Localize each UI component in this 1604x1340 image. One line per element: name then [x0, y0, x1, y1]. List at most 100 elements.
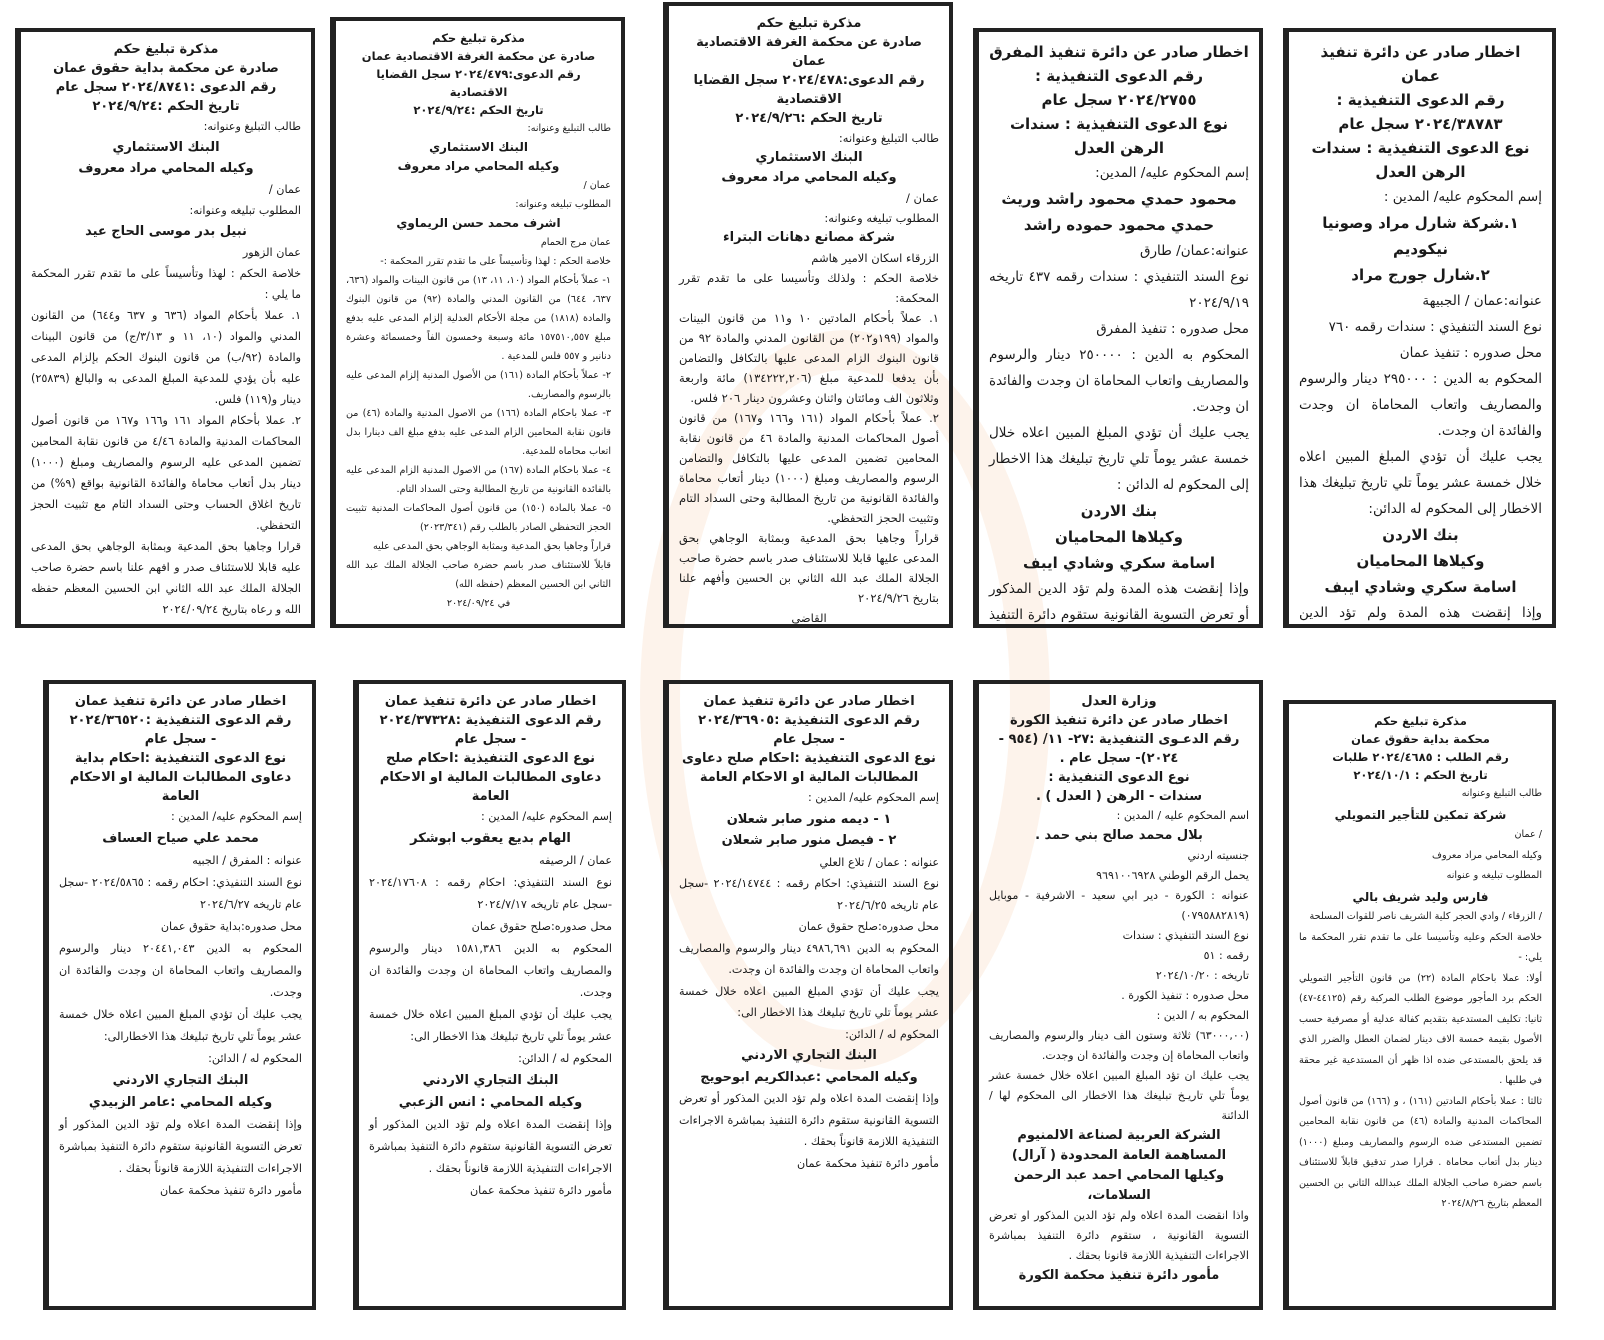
notice-text: طالب التبليغ وعنوانه: — [838, 131, 939, 145]
notice-heading: اخطار صادر عن دائرة تنفيذ عمان — [384, 694, 597, 709]
notice-heading: رقم الدعوى:٢٠٢٤/٤٧٨ سجل القضايا الاقتصاد… — [693, 73, 925, 107]
notice-text: ٢. عملا بأحكام المواد ١٦١ و١٦٦ و١٦٧ من ق… — [31, 414, 302, 532]
notice-text: ١. عملاً بأحكام المادتين ١٠ و١١ من قانون… — [679, 311, 939, 405]
notice-text: جنسيته اردني — [1187, 849, 1249, 862]
legal-notice: مذكرة تبليغ حكم محكمة بداية حقوق عمان رقم … — [1283, 700, 1556, 1310]
notice-heading: رقم الدعوى:٢٠٢٤/٤٧٩ سجل القضايا الاقتصاد… — [376, 67, 581, 99]
notice-text: المطلوب تبليغه وعنوانه: — [824, 211, 939, 225]
notice-text: ٥- عملا بالمادة (١٥٠) من قانون أصول المح… — [346, 503, 611, 533]
notice-text: الزرقاء اسكان الامير هاشم — [811, 251, 939, 265]
notice-text: يجب عليك أن تؤدي المبلغ المبين اعلاه خلا… — [679, 984, 939, 1020]
notice-text: يجب عليك أن تؤدي المبلغ المبين اعلاه خلا… — [1299, 449, 1542, 517]
notice-heading: رقم الطلب : ٢٠٢٤/٤٦٨٥ طلبات — [1332, 750, 1509, 764]
notice-bold-line: الشركة العربية لصناعة الالمنيوم المساهمة… — [1011, 1128, 1227, 1163]
notice-text: وإذا إنقضت المدة اعلاه ولم تؤد الدين الم… — [679, 1092, 939, 1148]
notice-text: عمان / — [906, 191, 939, 205]
legal-notice: مذكرة تبليغ حكم صادرة عن محكمة الغرفة الا… — [330, 17, 625, 628]
notice-bold-line: وكيله المحامي مراد معروف — [397, 159, 560, 173]
notice-text: وإذا إنقضت المدة اعلاه ولم تؤد الدين الم… — [59, 1118, 302, 1175]
notice-text: / الزرقاء / وادي الحجر كلية الشريف ناصر … — [1309, 911, 1542, 922]
notice-bold-line: البنك التجاري الاردني — [422, 1073, 559, 1088]
notice-bold-line: وكيلها المحامي احمد عبد الرحمن السلامات، — [1013, 1168, 1225, 1203]
notice-text: المطلوب تبليغه وعنوانه: — [189, 204, 301, 217]
notice-text: وإذا إنقضت المدة اعلاه ولم تؤد الدين الم… — [369, 1118, 612, 1175]
notice-bold-line: البنك الاستثماري — [112, 140, 220, 155]
notice-heading: نوع الدعوى التنفيذية : سندات الرهن العدل — [1009, 115, 1229, 157]
notice-text: المحكوم له / الدائن: — [845, 1027, 939, 1041]
notice-text: عنوانه : المفرق / الجبيه — [192, 854, 302, 867]
notice-bold-line: البنك الاستثماري — [429, 140, 528, 154]
notice-text: المحكوم به الدين : ٢٥٠٠٠٠ دينار والرسوم … — [989, 347, 1249, 415]
notice-text: المحكوم به الدين ٤٩٨٦,٦٩١ دينار والرسوم … — [679, 941, 940, 977]
notice-text: ١. عملا بأحكام المواد (٦٣٦ و ٦٣٧ و٦٤٤) م… — [31, 309, 302, 406]
notice-heading: محكمة بداية حقوق عمان — [1351, 732, 1490, 746]
notice-heading: اخطار صادر عن دائرة تنفيذ عمان — [74, 694, 287, 709]
notice-heading: تاريخ الحكم :٢٠٢٤/٩/٢٤ — [413, 103, 544, 117]
notice-text: محل صدوره : تنفيذ المفرق — [1096, 321, 1249, 337]
notice-text: نوع السند التنفيذي : سندات رقمه ٧٦٠ — [1328, 319, 1542, 335]
notice-bold-line: ١.شركة شارل مراد وصونيا نيكوديم — [1322, 214, 1519, 258]
notice-bold-line: مأمور دائرة تنفيذ محكمة الكورة — [1018, 1268, 1220, 1283]
notice-bold-line: نبيل بدر موسى الحاج عيد — [85, 224, 247, 239]
notice-heading: رقم الدعوى :٢٠٢٤/٨٧٤١ سجل عام — [55, 80, 277, 95]
notice-text: يجب عليك أن تؤدي المبلغ المبين اعلاه خلا… — [369, 1008, 612, 1043]
notice-heading: صادرة عن محكمة الغرفة الاقتصادية عمان — [361, 49, 596, 63]
notice-text: المحكوم له / الدائن: — [518, 1052, 612, 1065]
notice-heading: مذكرة تبليغ حكم — [113, 42, 219, 57]
notice-heading: وزارة العدل — [1081, 694, 1157, 709]
notice-text: إسم المحكوم عليه/ المدين : — [480, 810, 612, 823]
notice-bold-line: شركة تمكين للتأجير التمويلي — [1334, 807, 1507, 822]
notice-text: المطلوب تبليغه و عنوانه — [1446, 870, 1542, 881]
notice-bold-line: وكيله المحامي مراد معروف — [721, 170, 897, 185]
notice-bold-line: بنك الاردن — [1382, 526, 1459, 544]
notice-text: نوع السند التنفيذي : سندات — [1122, 929, 1249, 942]
notice-bold-line: الهام بديع يعقوب ابوشكر — [410, 831, 571, 846]
notice-signature: في ٢٠٢٤/٠٩/٢٤ — [446, 598, 511, 609]
notice-text: ١- عملاً بأحكام المواد (١٠، ١١، ١٣) من ق… — [346, 275, 611, 362]
notice-text: عنوانه:عمان / الجبيهة — [1422, 293, 1542, 309]
notice-text: المحكوم به / الدين : — [1156, 1009, 1249, 1022]
notice-text: خلاصة الحكم وعليه وتأسيسا على ما تقدم تق… — [1299, 931, 1542, 964]
notice-text: المحكوم به الدين ٢٠٤٤١,٠٤٣ دينار والرسوم… — [59, 942, 303, 999]
notice-heading: مذكرة تبليغ حكم — [1374, 714, 1467, 728]
notice-text: طالب التبليغ وعنوانه — [1461, 788, 1542, 799]
legal-notice: اخطار صادر عن دائرة تنفيذ عمان رقم الدعوى… — [43, 680, 316, 1310]
notice-text: واذا انقضت المدة اعلاه ولم تؤد الدين الم… — [989, 1209, 1249, 1262]
legal-notice: اخطار صادر عن دائرة تنفيذ عمان رقم الدعوى… — [1283, 28, 1556, 628]
notice-bold-line: اسامة سكري وشادي ايبف — [1022, 554, 1216, 572]
notice-bold-line: ٢ - فيصل منور صابر شعلان — [721, 833, 897, 848]
notice-heading: صادرة عن محكمة بداية حقوق عمان — [53, 61, 279, 76]
notice-text: محل صدوره:بداية حقوق عمان — [160, 920, 302, 933]
notice-heading: رقم الدعوى التنفيذية : — [1336, 91, 1505, 109]
notice-heading: اخطار صادر عن دائرة تنفيذ المفرق — [989, 43, 1249, 61]
notice-heading: صادرة عن محكمة الغرفة الاقتصادية عمان — [696, 35, 922, 69]
notice-heading: - سجل عام — [454, 732, 527, 747]
notice-text: عنوانه:عمان/ طارق — [1140, 243, 1249, 259]
legal-notice: وزارة العدل اخطار صادر عن دائرة تنفيذ الك… — [973, 680, 1263, 1310]
notice-text: إسم المحكوم عليه/ المدين : — [1383, 189, 1542, 205]
notice-text: / عمان — [1514, 829, 1542, 840]
notice-bold-line: وكيله المحامي : انس الزعبي — [398, 1095, 583, 1110]
notice-heading: نوع الدعوى التنفيذية :احكام بداية دعاوى … — [69, 751, 292, 804]
notice-text: عمان الزهور — [242, 246, 301, 259]
notice-text: عنوانه : الكورة - دير ابي سعيد - الاشرفي… — [989, 889, 1249, 922]
notice-heading: رقم الدعوى التنفيذية : — [1034, 67, 1204, 85]
legal-notice: اخطار صادر عن دائرة تنفيذ عمان رقم الدعوى… — [663, 680, 953, 1310]
notice-text: وإذا إنقضت هذه المدة ولم تؤد الدين المذك… — [1299, 605, 1542, 621]
notice-text: وكيله المحامي مراد معروف — [1432, 849, 1542, 861]
notice-text: يجب عليك أن تؤدي المبلغ المبين اعلاه خلا… — [989, 425, 1249, 493]
notice-text: وإذا إنقضت هذه المدة ولم تؤد الدين المذك… — [989, 581, 1249, 623]
notice-text: ٢. عملاً بأحكام المواد (١٦١ و١٦٦ و١٦٧) م… — [679, 411, 940, 525]
notice-heading: رقم الدعوى التنفيذية :٢٠٢٤/٣٦٥٢٠ — [69, 713, 292, 728]
notice-text: إسم المحكوم عليه/ المدين : — [807, 791, 939, 804]
notice-text: تاريخه : ٢٠٢٤/١٠/٢٠ — [1155, 969, 1249, 982]
notice-heading: تاريخ الحكم :٢٠٢٤/٩/٢٦ — [735, 111, 883, 126]
notice-text: المحكوم به الدين ١٥٨١,٣٨٦ دينار والرسوم … — [369, 942, 613, 999]
notice-heading: مذكرة تبليغ حكم — [432, 31, 525, 45]
notice-text: المطلوب تبليغه وعنوانه: — [515, 199, 611, 210]
notice-text: يجب عليك أن تؤدي المبلغ المبين اعلاه خلا… — [59, 1008, 302, 1043]
notice-text: رقمه : ٥١ — [1203, 949, 1249, 962]
notice-text: خلاصة الحكم : لهذا وتأسيساً على ما تقدم … — [31, 267, 301, 301]
notice-bold-line: محمود حمدي محمود راشد وريث حمدي محمود حم… — [1001, 190, 1237, 234]
notice-bold-line: وكيله المحامي :عامر الزبيدي — [88, 1095, 273, 1110]
